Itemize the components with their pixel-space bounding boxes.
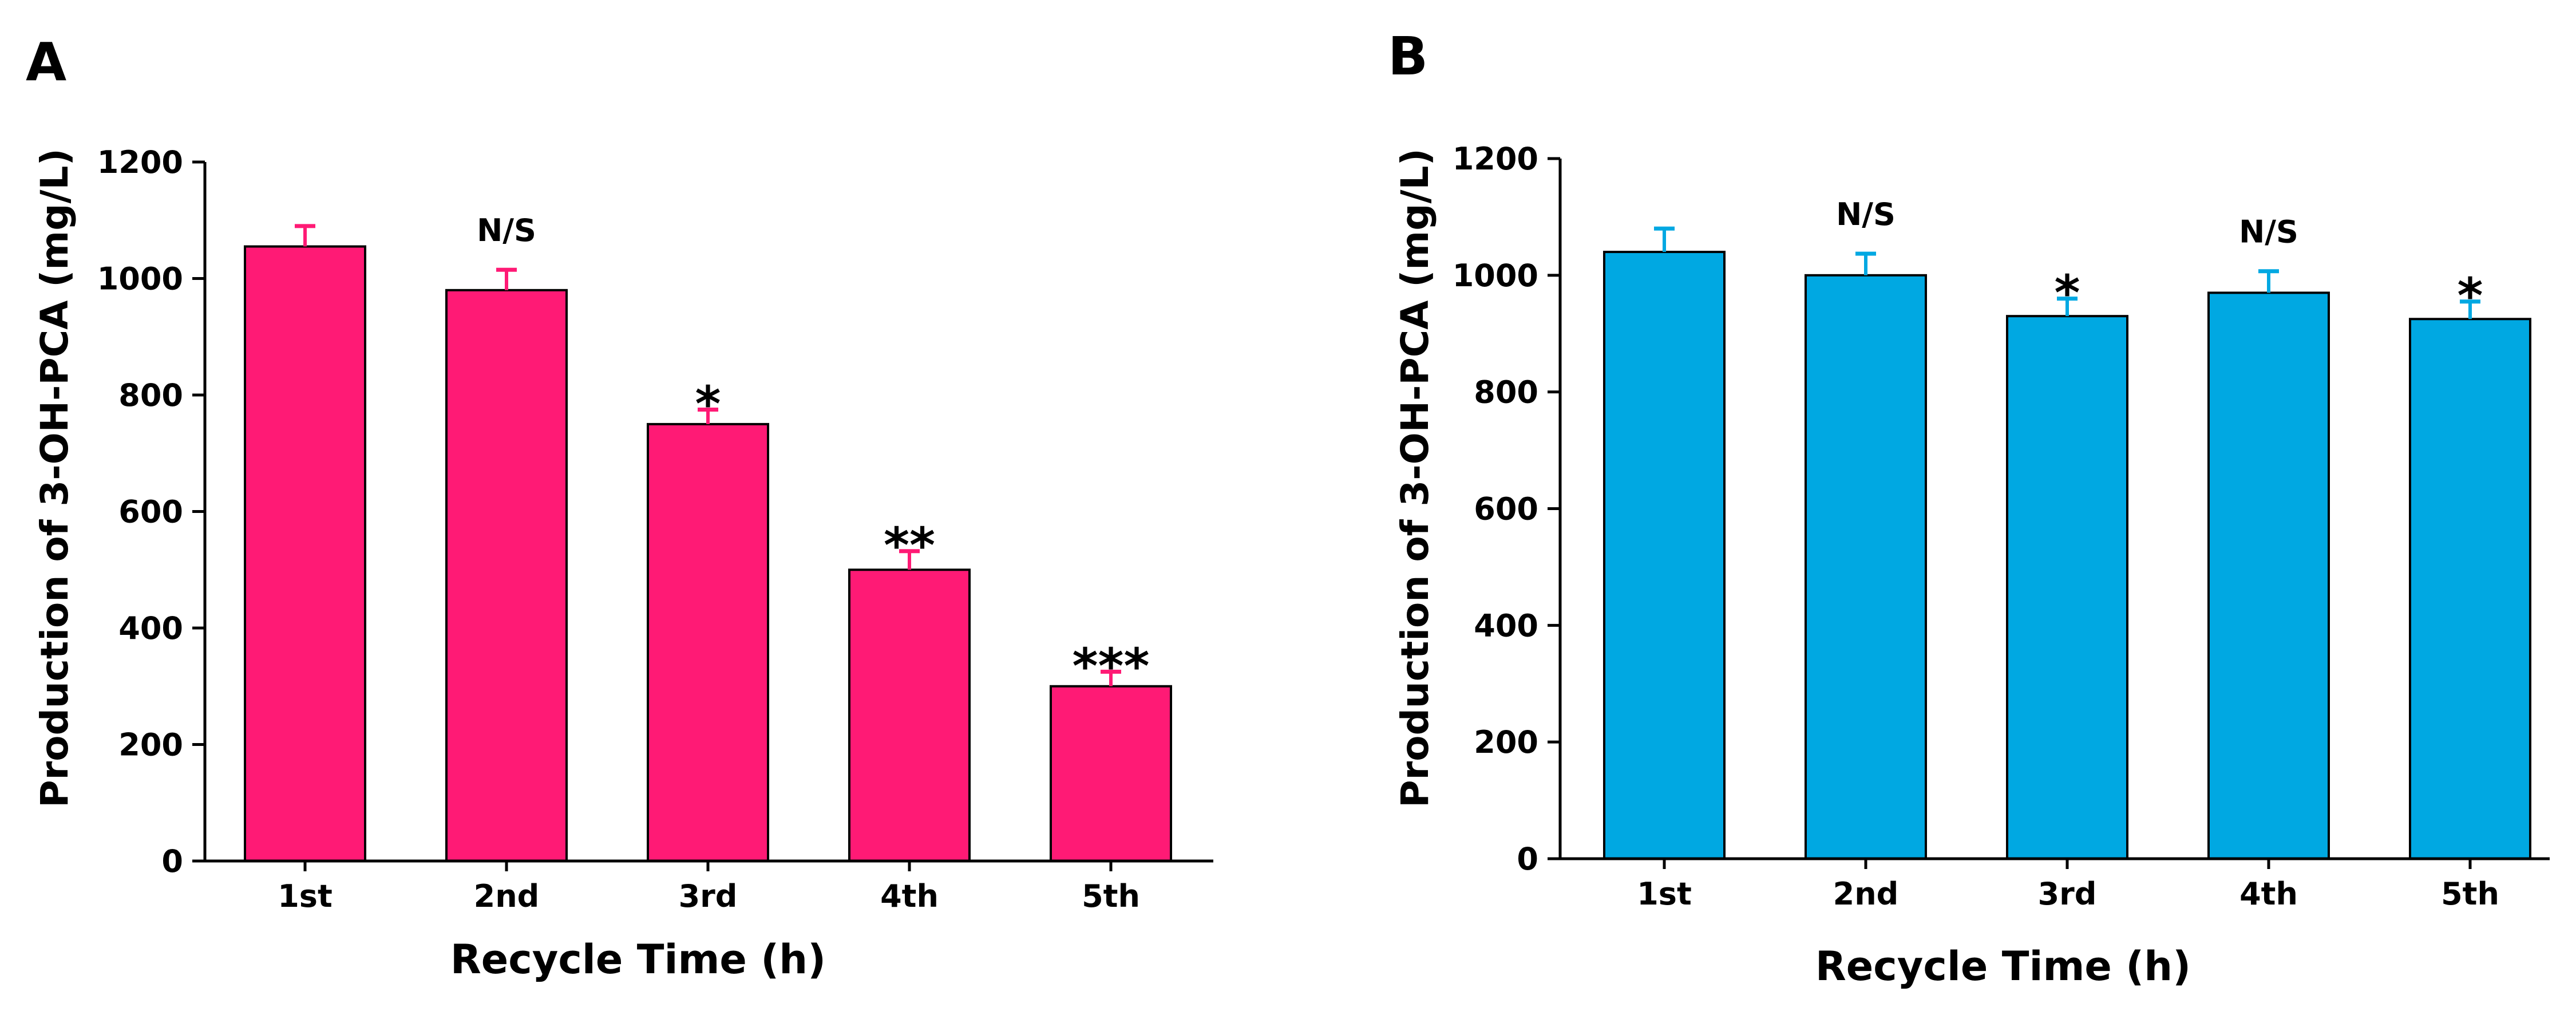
panel-a: A Production of 3-OH-PCA (mg/L) Recycle …: [26, 31, 1213, 983]
y-tick-label: 400: [1474, 607, 1538, 643]
y-tick-label: 1000: [97, 261, 183, 297]
y-tick-label: 200: [118, 727, 183, 763]
y-tick-label: 0: [161, 843, 183, 879]
significance-label: **: [884, 518, 935, 575]
y-tick-label: 800: [1474, 374, 1538, 410]
bar-1st: [244, 245, 366, 863]
bar-3rd: [2006, 315, 2128, 860]
x-tick-label: 2nd: [474, 878, 540, 914]
y-tick-label: 1000: [1453, 258, 1538, 294]
bar-1st: [1603, 251, 1726, 860]
x-tick-label: 5th: [2441, 876, 2499, 912]
y-ticks: 0 200 400 600 800 1000 1200: [97, 144, 205, 879]
x-axis-label: Recycle Time (h): [450, 936, 826, 983]
bar-5th: [1050, 685, 1172, 862]
y-axis-label: Production of 3-OH-PCA (mg/L): [33, 148, 77, 808]
x-tick-label: 5th: [1082, 878, 1140, 914]
y-axis-title: Production of 3-OH-PCA (mg/L): [33, 148, 77, 808]
x-tick-label: 2nd: [1833, 876, 1899, 912]
y-axis-label: Production of 3-OH-PCA (mg/L): [1393, 148, 1437, 808]
bar-5th: [2409, 318, 2531, 860]
x-axis-label: Recycle Time (h): [1815, 943, 2191, 990]
significance-label: *: [2458, 268, 2483, 325]
y-tick-label: 200: [1474, 724, 1538, 760]
x-ticks: 1st 2nd 3rd 4th 5th: [1637, 859, 2499, 912]
bars: [1603, 251, 2531, 860]
x-tick-label: 4th: [880, 878, 939, 914]
significance-annotations: N/S * N/S *: [1836, 196, 2483, 325]
error-bars: [295, 224, 1121, 686]
y-tick-label: 600: [118, 494, 183, 530]
panel-b: B Production of 3-OH-PCA (mg/L) Recycle …: [1388, 26, 2550, 990]
bar-2nd: [445, 289, 568, 863]
significance-label: *: [695, 376, 721, 433]
bar-4th: [848, 568, 971, 862]
y-tick-label: 400: [118, 610, 183, 646]
y-tick-label: 600: [1474, 491, 1538, 527]
panel-label: A: [26, 31, 66, 93]
y-axis-title: Production of 3-OH-PCA (mg/L): [1393, 148, 1437, 808]
x-tick-label: 3rd: [679, 878, 738, 914]
significance-label: N/S: [2239, 214, 2298, 250]
y-tick-label: 1200: [1453, 141, 1538, 177]
significance-label: ***: [1073, 638, 1150, 695]
significance-label: N/S: [1836, 196, 1896, 232]
y-tick-label: 1200: [97, 144, 183, 180]
x-tick-label: 1st: [1637, 876, 1692, 912]
bar-2nd: [1805, 274, 1927, 860]
y-tick-label: 0: [1517, 841, 1538, 877]
x-tick-label: 4th: [2239, 876, 2298, 912]
y-tick-label: 800: [118, 377, 183, 413]
significance-annotations: N/S******: [477, 212, 1149, 695]
bar-3rd: [647, 422, 769, 862]
bar-4th: [2207, 291, 2330, 860]
x-tick-label: 3rd: [2038, 876, 2097, 912]
panel-label: B: [1388, 26, 1428, 87]
y-ticks: 0 200 400 600 800 1000 1200: [1453, 141, 1560, 877]
bars: [244, 245, 1172, 863]
error-bars: [1654, 226, 2480, 319]
x-ticks: 1st 2nd 3rd 4th 5th: [278, 861, 1140, 914]
significance-label: *: [2055, 265, 2080, 322]
significance-label: N/S: [477, 212, 536, 248]
x-tick-label: 1st: [278, 878, 333, 914]
